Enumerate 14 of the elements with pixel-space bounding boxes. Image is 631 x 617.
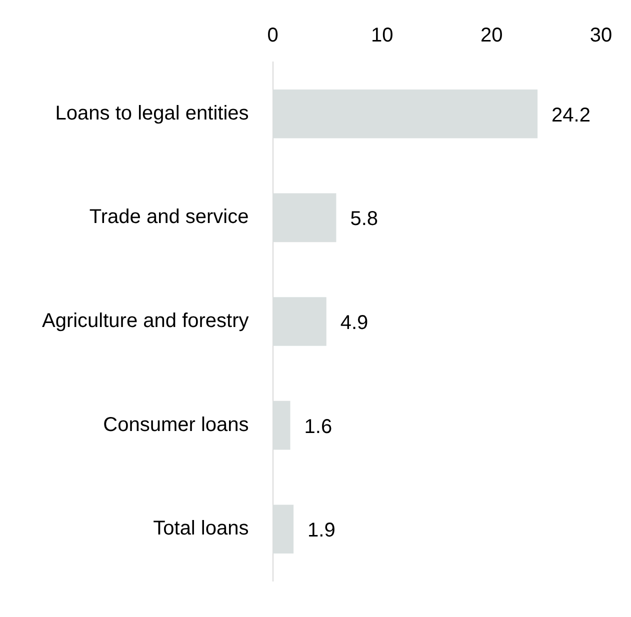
x-tick-label: 10 [371,24,394,47]
data-label: 1.9 [308,520,336,542]
data-label: 24.2 [552,104,590,126]
data-label: 1.6 [304,416,332,438]
y-tick-label: Agriculture and forestry [42,310,249,332]
data-label: 5.8 [350,208,378,230]
x-tick-label: 0 [267,24,278,47]
x-tick-label: 20 [480,24,503,47]
y-tick-label: Consumer loans [103,414,249,436]
y-tick-label: Total loans [153,518,249,540]
y-tick-label: Loans to legal entities [55,102,249,124]
x-tick-label: 30 [590,24,612,47]
y-tick-label: Trade and service [89,206,249,228]
data-label: 4.9 [340,312,368,334]
